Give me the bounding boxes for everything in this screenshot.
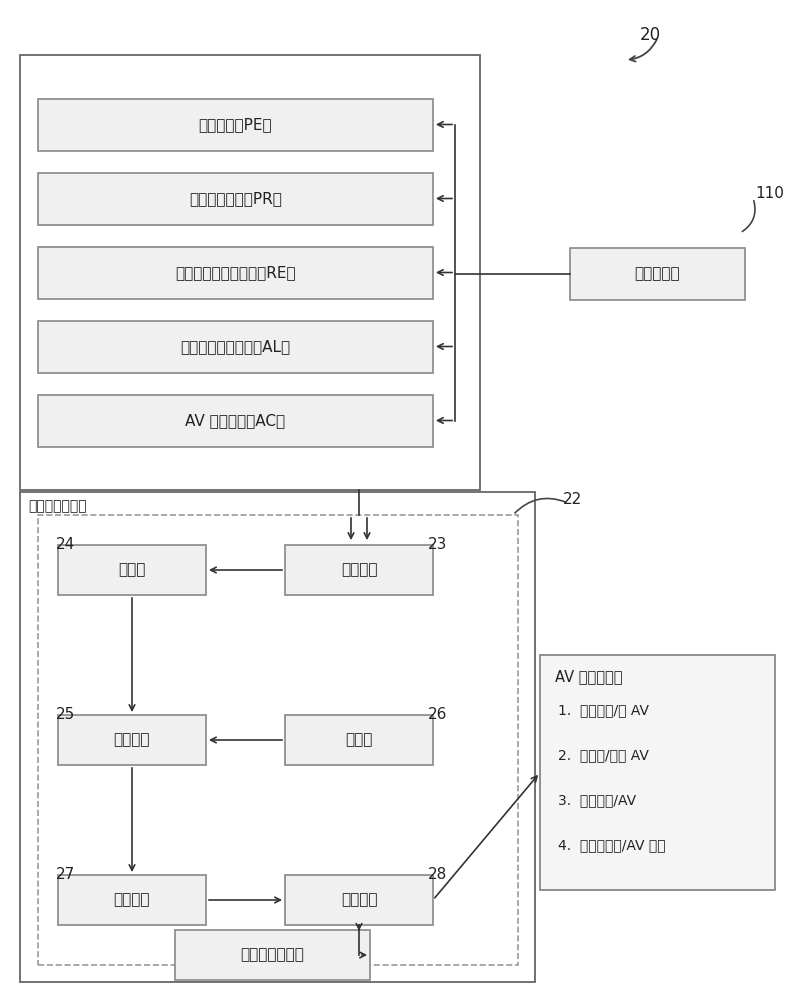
Text: 驾驶员警觉性因子（AL）: 驾驶员警觉性因子（AL） <box>181 339 291 354</box>
Text: 26: 26 <box>428 707 447 722</box>
Text: 脆性输出: 脆性输出 <box>340 892 377 908</box>
Bar <box>38 99 433 150</box>
Text: 脆性输入: 脆性输入 <box>340 562 377 578</box>
Bar <box>38 246 433 298</box>
Text: 2.  无人工/完全 AV: 2. 无人工/完全 AV <box>558 748 649 762</box>
Text: 危险因子（PE）: 危险因子（PE） <box>199 117 272 132</box>
Bar <box>38 172 433 225</box>
Text: 4.  完全驾驶员/AV 辅助: 4. 完全驾驶员/AV 辅助 <box>558 838 666 852</box>
Text: 推理引擎: 推理引擎 <box>113 732 150 748</box>
Bar <box>20 492 535 982</box>
Text: 110: 110 <box>755 186 784 200</box>
Bar <box>38 320 433 372</box>
Text: 模糊器: 模糊器 <box>118 562 145 578</box>
Text: 驾驶员准备状态因子（RE）: 驾驶员准备状态因子（RE） <box>175 265 296 280</box>
Bar <box>540 655 775 890</box>
Bar <box>285 715 433 765</box>
Bar <box>285 545 433 595</box>
Text: 20: 20 <box>639 26 661 44</box>
Text: 1.  完全人工/无 AV: 1. 完全人工/无 AV <box>558 703 649 717</box>
Text: 27: 27 <box>56 867 75 882</box>
Bar <box>58 875 206 925</box>
Text: 动作概率因子（PR）: 动作概率因子（PR） <box>189 191 282 206</box>
Bar <box>38 394 433 446</box>
Text: 模糊逻辑处理器: 模糊逻辑处理器 <box>28 499 86 513</box>
Bar <box>38 515 518 965</box>
Text: 数据收集器: 数据收集器 <box>634 266 680 282</box>
Bar <box>58 715 206 765</box>
Bar <box>285 875 433 925</box>
Text: 23: 23 <box>428 537 447 552</box>
Text: 历史数据存储器: 历史数据存储器 <box>240 948 304 962</box>
Text: 24: 24 <box>56 537 75 552</box>
Text: 解模糊器: 解模糊器 <box>113 892 150 908</box>
Bar <box>20 55 480 490</box>
Text: 规则库: 规则库 <box>345 732 372 748</box>
Bar <box>570 248 745 300</box>
Text: 28: 28 <box>428 867 447 882</box>
Text: AV 控制决策：: AV 控制决策： <box>555 670 622 684</box>
Text: 25: 25 <box>56 707 75 722</box>
Text: 3.  部分人工/AV: 3. 部分人工/AV <box>558 793 636 807</box>
Bar <box>175 930 370 980</box>
Text: 22: 22 <box>563 492 582 508</box>
Text: AV 置信因子（AC）: AV 置信因子（AC） <box>185 413 285 428</box>
Bar <box>58 545 206 595</box>
